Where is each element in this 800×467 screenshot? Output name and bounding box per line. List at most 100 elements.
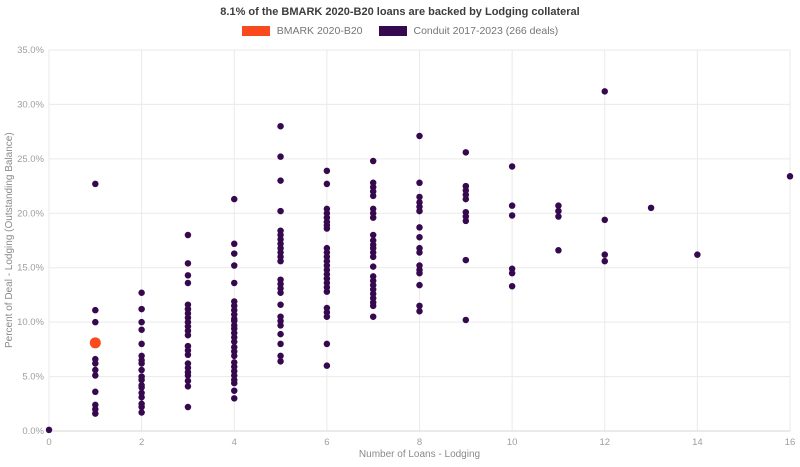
conduit-point [462, 316, 470, 324]
y-tick-label: 10.0% [17, 317, 44, 328]
y-tick-label: 0.0% [22, 426, 44, 437]
conduit-point [231, 387, 238, 394]
conduit-point [184, 372, 192, 379]
conduit-point [138, 326, 145, 334]
x-tick-label: 16 [785, 437, 796, 448]
conduit-point [231, 250, 238, 257]
conduit-point [92, 306, 99, 314]
conduit-point [508, 282, 516, 290]
conduit-point [138, 318, 145, 326]
conduit-point [231, 240, 238, 248]
conduit-point [462, 149, 470, 156]
conduit-point [92, 366, 99, 374]
conduit-point [555, 213, 562, 220]
conduit-point [184, 383, 192, 390]
conduit-point [416, 233, 423, 241]
chart-title: 8.1% of the BMARK 2020-B20 loans are bac… [220, 6, 580, 18]
conduit-point [138, 403, 145, 411]
conduit-point [416, 308, 423, 315]
legend: BMARK 2020-B20 Conduit 2017-2023 (266 de… [0, 25, 800, 37]
y-tick-label: 15.0% [17, 263, 44, 274]
conduit-point [323, 340, 331, 348]
conduit-point [231, 395, 238, 402]
y-tick-label: 25.0% [17, 154, 44, 165]
conduit-point [231, 279, 238, 287]
conduit-point [138, 289, 145, 297]
conduit-point [416, 302, 423, 310]
x-tick-label: 4 [232, 437, 237, 448]
conduit-point [369, 157, 377, 165]
conduit-point [277, 153, 284, 160]
conduit-point [555, 247, 562, 254]
conduit-point [138, 384, 145, 391]
conduit-point [323, 288, 331, 295]
conduit-point [416, 224, 423, 231]
conduit-point [277, 177, 284, 184]
conduit-point [277, 301, 284, 308]
conduit-point [369, 263, 377, 270]
x-tick-label: 14 [692, 437, 703, 448]
conduit-point [462, 217, 470, 225]
conduit-point [416, 249, 423, 256]
conduit-point [138, 305, 145, 313]
conduit-point [92, 372, 99, 379]
conduit-point [184, 260, 192, 267]
conduit-point [138, 340, 145, 348]
conduit-point [323, 167, 331, 175]
conduit-point [184, 279, 192, 287]
conduit-point [184, 272, 192, 279]
y-tick-label: 5.0% [22, 372, 44, 383]
conduit-point [601, 88, 608, 95]
conduit-point [277, 352, 284, 360]
conduit-point [323, 313, 331, 320]
y-tick-label: 30.0% [17, 99, 44, 110]
conduit-point [555, 207, 562, 215]
conduit-point [231, 195, 238, 203]
conduit-point [138, 409, 145, 416]
conduit-point [416, 193, 423, 201]
conduit-point [231, 338, 238, 345]
legend-item-conduit: Conduit 2017-2023 (266 deals) [378, 25, 559, 37]
conduit-point [508, 269, 516, 277]
conduit-point [416, 269, 423, 277]
conduit-point [369, 302, 377, 310]
conduit-point [323, 362, 331, 369]
conduit-point [508, 163, 516, 170]
conduit-point [369, 192, 377, 200]
conduit-point [416, 207, 423, 215]
x-tick-label: 8 [417, 437, 422, 448]
x-tick-label: 6 [324, 437, 329, 448]
bmark-point [89, 337, 101, 349]
y-axis-title: Percent of Deal - Lodging (Outstanding B… [4, 132, 15, 349]
conduit-point [92, 360, 99, 367]
x-tick-label: 0 [46, 437, 51, 448]
conduit-point [277, 340, 284, 348]
conduit-point [277, 207, 284, 215]
conduit-point [323, 225, 331, 232]
conduit-point [184, 231, 192, 239]
conduit-point [416, 132, 423, 140]
x-tick-label: 10 [507, 437, 518, 448]
conduit-point [508, 212, 516, 219]
x-tick-label: 12 [599, 437, 610, 448]
conduit-point [369, 253, 377, 261]
conduit-point [369, 214, 377, 221]
legend-label-conduit: Conduit 2017-2023 (266 deals) [413, 25, 559, 37]
conduit-point [184, 351, 192, 359]
legend-label-bmark: BMARK 2020-B20 [276, 25, 363, 37]
conduit-point [45, 426, 53, 434]
conduit-point [231, 379, 238, 387]
conduit-point [647, 204, 655, 212]
conduit-point [277, 257, 284, 265]
legend-item-bmark: BMARK 2020-B20 [241, 25, 363, 37]
conduit-point [138, 394, 145, 401]
conduit-point [786, 173, 794, 180]
bmark-swatch [241, 26, 270, 36]
conduit-point [138, 366, 145, 374]
y-tick-label: 20.0% [17, 208, 44, 219]
conduit-point [323, 180, 331, 188]
conduit-point [277, 358, 284, 365]
conduit-point [555, 202, 562, 209]
